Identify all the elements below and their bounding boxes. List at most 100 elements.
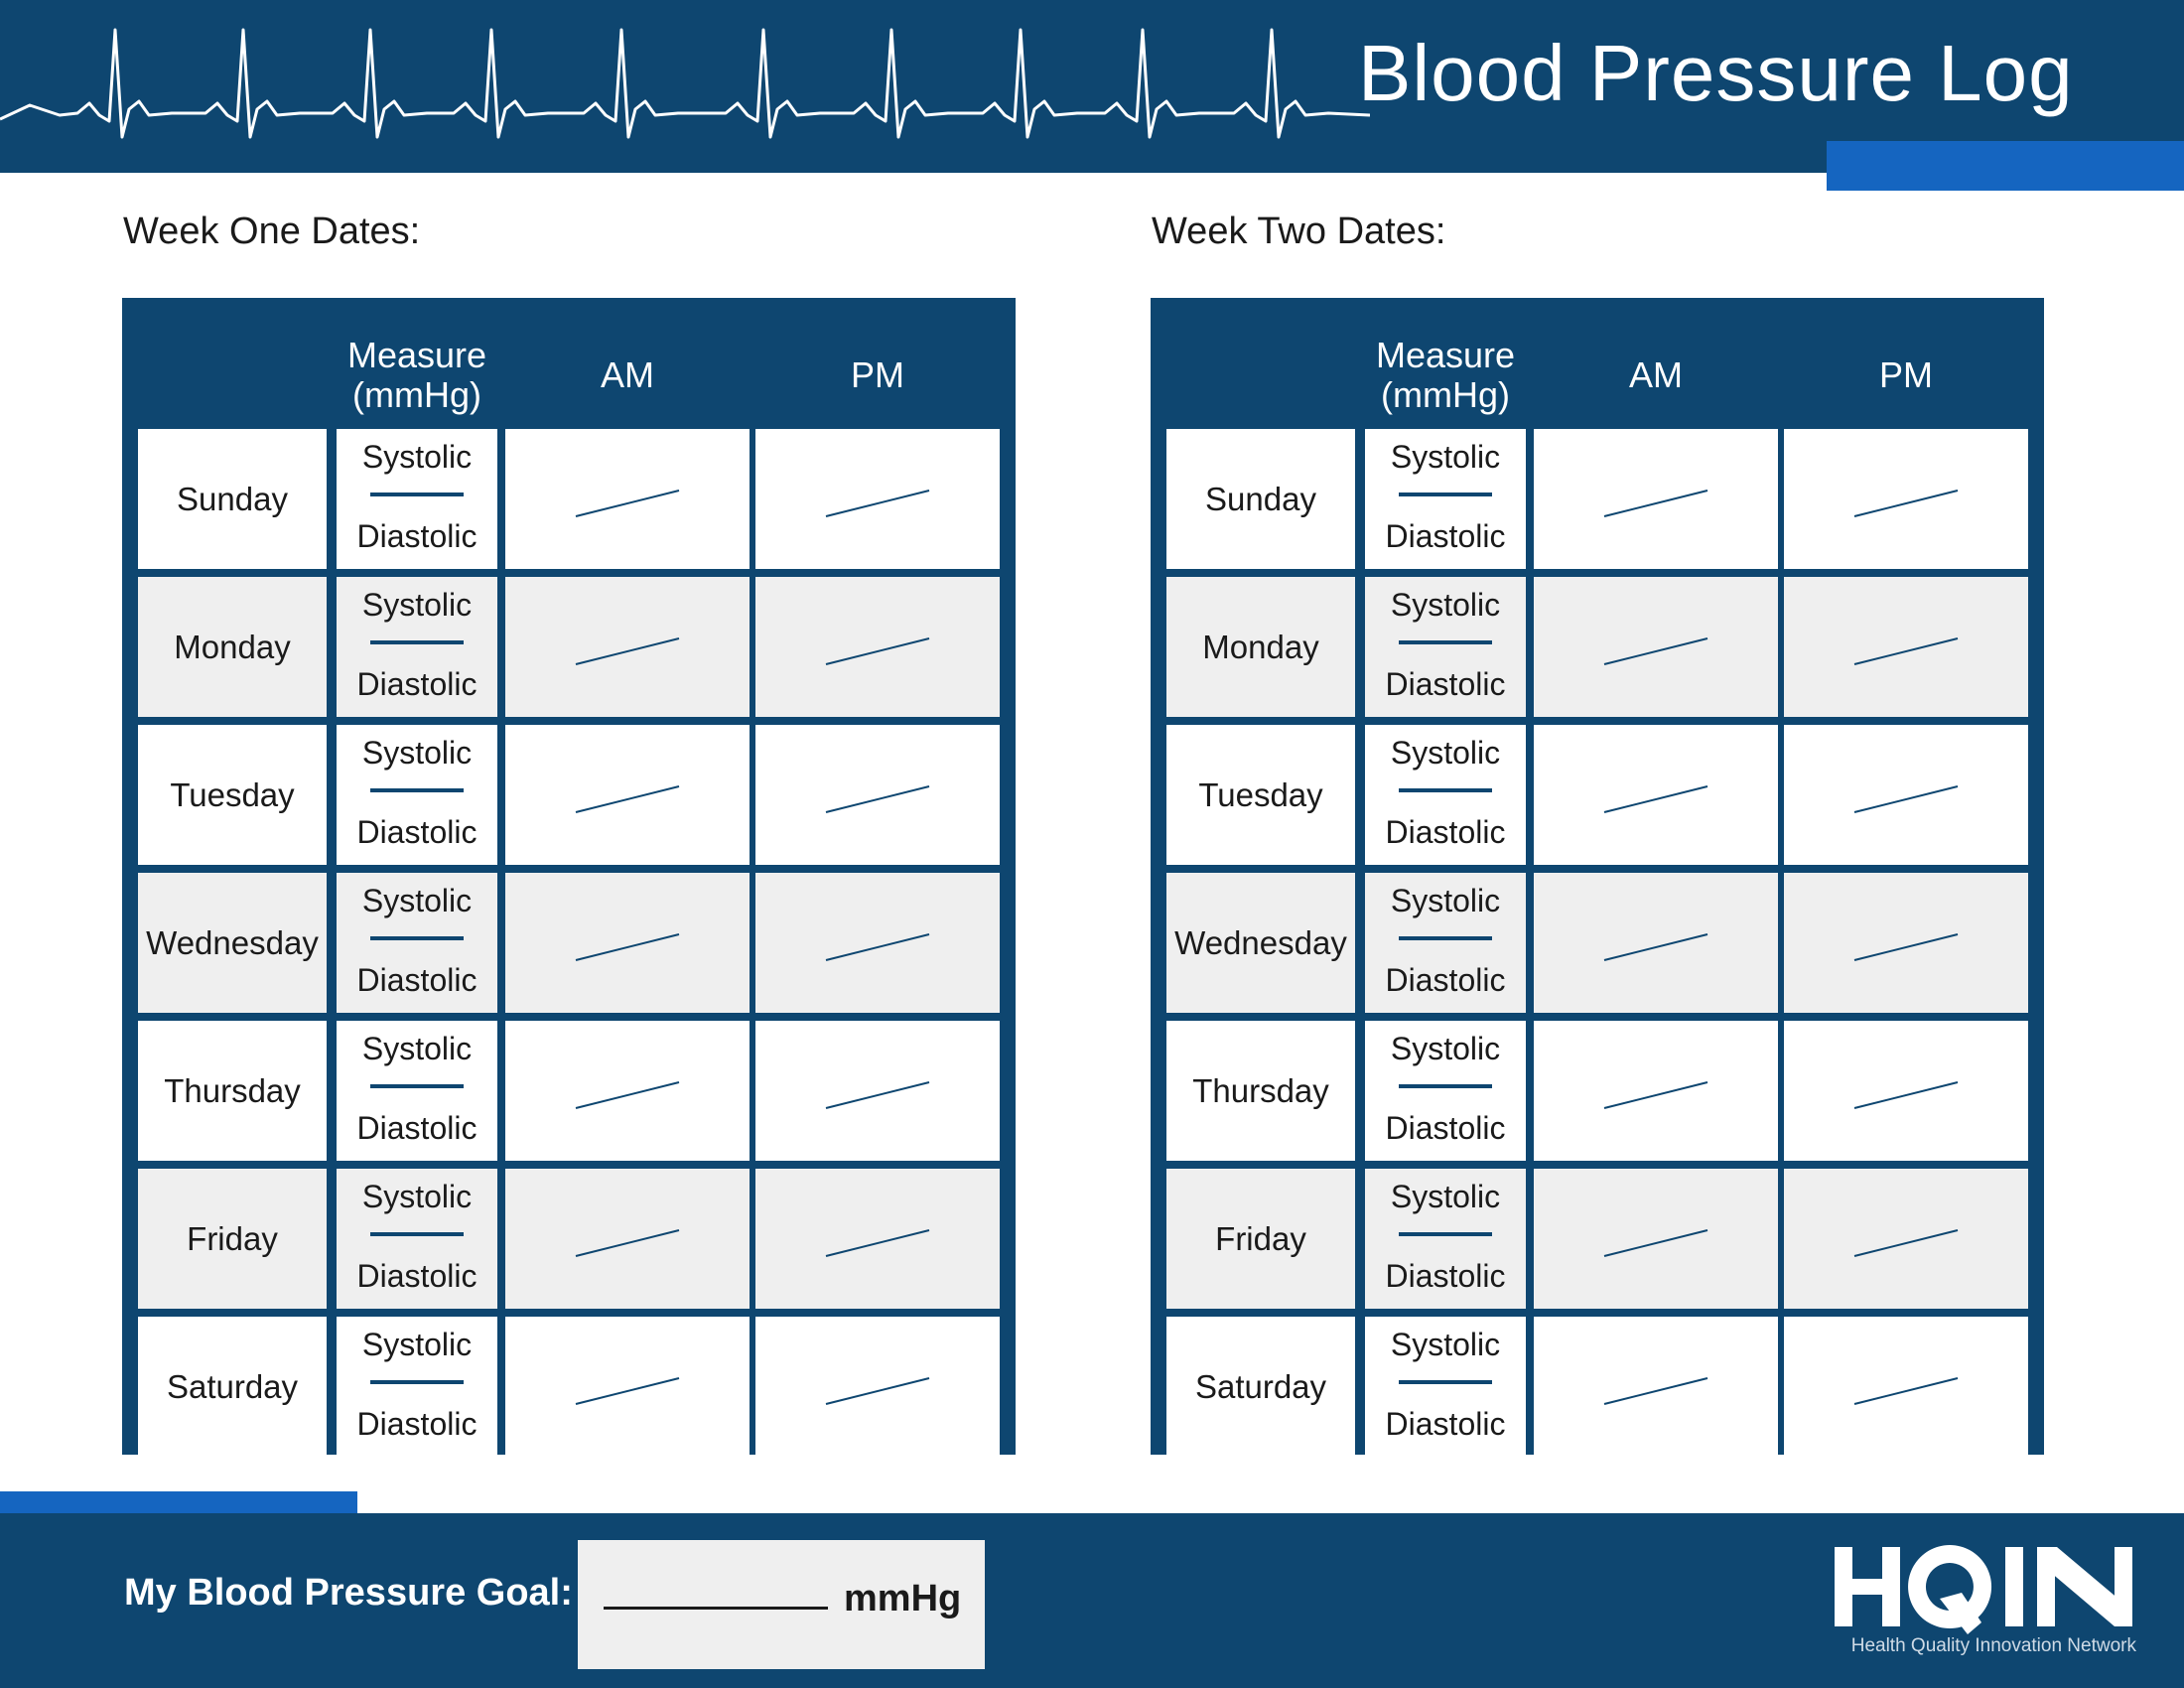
am-reading-cell[interactable] — [1534, 1317, 1778, 1457]
diastolic-label: Diastolic — [1385, 814, 1506, 850]
am-reading-cell[interactable] — [505, 1317, 750, 1457]
day-label: Sunday — [177, 480, 288, 517]
am-reading-cell[interactable] — [505, 1169, 750, 1309]
am-reading-cell[interactable] — [505, 873, 750, 1013]
diastolic-label: Diastolic — [1385, 518, 1506, 554]
pm-reading-cell[interactable] — [1784, 577, 2028, 717]
day-label: Thursday — [164, 1071, 301, 1109]
reading-slash-line — [1603, 1229, 1708, 1257]
reading-slash-line — [1853, 933, 1959, 961]
measure-cell: Systolic Diastolic — [1365, 1021, 1526, 1161]
goal-input-box[interactable]: mmHg — [578, 1540, 985, 1669]
goal-blank-line[interactable] — [604, 1607, 828, 1610]
header-banner: Blood Pressure Log — [0, 0, 2184, 191]
measure-cell: Systolic Diastolic — [337, 1021, 497, 1161]
day-label: Friday — [1215, 1219, 1306, 1257]
measure-cell: Systolic Diastolic — [337, 1169, 497, 1309]
measure-cell: Systolic Diastolic — [1365, 873, 1526, 1013]
day-cell: Wednesday — [1166, 873, 1355, 1013]
day-cell: Sunday — [138, 429, 327, 569]
pm-reading-cell[interactable] — [1784, 873, 2028, 1013]
diastolic-label: Diastolic — [356, 1110, 478, 1146]
am-reading-cell[interactable] — [1534, 873, 1778, 1013]
fraction-rule — [1399, 936, 1492, 940]
systolic-label: Systolic — [361, 735, 473, 771]
measure-cell: Systolic Diastolic — [337, 1317, 497, 1457]
reading-slash-line — [1603, 1377, 1708, 1405]
fraction-rule — [370, 1380, 464, 1384]
systolic-label: Systolic — [1390, 1031, 1501, 1066]
pm-reading-cell[interactable] — [755, 725, 1000, 865]
day-label: Saturday — [166, 1367, 299, 1405]
pm-reading-cell[interactable] — [755, 1169, 1000, 1309]
diastolic-label: Diastolic — [356, 518, 478, 554]
measure-cell: Systolic Diastolic — [337, 873, 497, 1013]
fraction-rule — [370, 1084, 464, 1088]
am-reading-cell[interactable] — [505, 1021, 750, 1161]
pm-reading-cell[interactable] — [755, 429, 1000, 569]
systolic-label: Systolic — [1390, 735, 1501, 771]
header-pm: PM — [851, 354, 904, 395]
am-reading-cell[interactable] — [1534, 577, 1778, 717]
day-cell: Saturday — [138, 1317, 327, 1457]
goal-label: My Blood Pressure Goal: — [124, 1572, 573, 1614]
reading-slash-line — [575, 785, 680, 813]
pm-reading-cell[interactable] — [1784, 1021, 2028, 1161]
fraction-rule — [1399, 492, 1492, 496]
measure-cell: Systolic Diastolic — [337, 577, 497, 717]
footer-banner — [0, 1513, 2184, 1688]
day-cell: Friday — [1166, 1169, 1355, 1309]
pm-reading-cell[interactable] — [755, 577, 1000, 717]
hqin-logo — [1835, 1545, 2132, 1634]
reading-slash-line — [1853, 490, 1959, 517]
am-reading-cell[interactable] — [505, 429, 750, 569]
day-label: Tuesday — [170, 775, 295, 813]
reading-slash-line — [1853, 637, 1959, 665]
reading-slash-line — [825, 490, 930, 517]
day-label: Monday — [174, 628, 291, 665]
measure-cell: Systolic Diastolic — [1365, 725, 1526, 865]
fraction-rule — [370, 788, 464, 792]
reading-slash-line — [1853, 1377, 1959, 1405]
am-reading-cell[interactable] — [1534, 429, 1778, 569]
systolic-label: Systolic — [361, 1179, 473, 1214]
fraction-rule — [370, 1232, 464, 1236]
systolic-label: Systolic — [361, 587, 473, 623]
reading-slash-line — [825, 637, 930, 665]
reading-slash-line — [575, 1377, 680, 1405]
reading-slash-line — [575, 490, 680, 517]
pm-reading-cell[interactable] — [755, 1021, 1000, 1161]
am-reading-cell[interactable] — [1534, 1169, 1778, 1309]
systolic-label: Systolic — [1390, 883, 1501, 918]
am-reading-cell[interactable] — [505, 725, 750, 865]
day-cell: Saturday — [1166, 1317, 1355, 1457]
diastolic-label: Diastolic — [1385, 1110, 1506, 1146]
day-label: Thursday — [1192, 1071, 1329, 1109]
diastolic-label: Diastolic — [356, 1258, 478, 1294]
systolic-label: Systolic — [361, 883, 473, 918]
header-accent-bar — [1827, 141, 2184, 191]
pm-reading-cell[interactable] — [1784, 1169, 2028, 1309]
pm-reading-cell[interactable] — [1784, 1317, 2028, 1457]
header-measure: Measure (mmHg) — [1375, 335, 1516, 415]
reading-slash-line — [575, 1229, 680, 1257]
am-reading-cell[interactable] — [1534, 1021, 1778, 1161]
am-reading-cell[interactable] — [1534, 725, 1778, 865]
day-cell: Thursday — [138, 1021, 327, 1161]
reading-slash-line — [825, 1081, 930, 1109]
reading-slash-line — [1603, 637, 1708, 665]
header-am: AM — [1629, 354, 1683, 395]
reading-slash-line — [1603, 1081, 1708, 1109]
measure-cell: Systolic Diastolic — [1365, 1169, 1526, 1309]
reading-slash-line — [1853, 785, 1959, 813]
pm-reading-cell[interactable] — [1784, 725, 2028, 865]
day-cell: Sunday — [1166, 429, 1355, 569]
fraction-rule — [370, 640, 464, 644]
day-label: Sunday — [1205, 480, 1316, 517]
am-reading-cell[interactable] — [505, 577, 750, 717]
pm-reading-cell[interactable] — [755, 873, 1000, 1013]
day-cell: Tuesday — [138, 725, 327, 865]
header-am: AM — [601, 354, 654, 395]
pm-reading-cell[interactable] — [755, 1317, 1000, 1457]
pm-reading-cell[interactable] — [1784, 429, 2028, 569]
